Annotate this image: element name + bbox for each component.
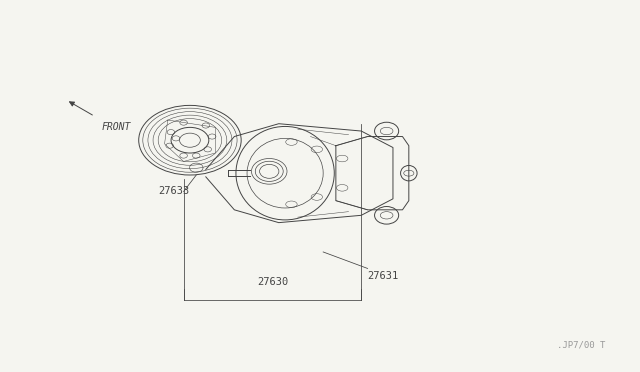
Text: 27631: 27631 — [367, 272, 399, 281]
Text: FRONT: FRONT — [101, 122, 131, 132]
Text: 27630: 27630 — [257, 277, 288, 287]
Text: 27633: 27633 — [158, 186, 189, 196]
Text: .JP7/00 T: .JP7/00 T — [557, 340, 605, 349]
